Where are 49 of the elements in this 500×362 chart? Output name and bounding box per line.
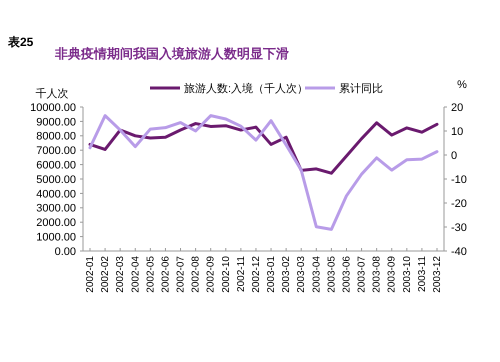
y-tick-label: 8000.00 <box>36 130 76 143</box>
y-tick-label: 1000.00 <box>36 231 76 244</box>
x-tick-label: 2003-05 <box>326 256 338 293</box>
y2-tick-label: -30 <box>451 222 467 234</box>
x-tick-label: 2003-09 <box>386 256 398 293</box>
y-tick-label: 6000.00 <box>36 159 76 172</box>
x-tick-label: 2003-01 <box>266 256 278 293</box>
legend-label: 累计同比 <box>339 82 383 95</box>
y2-tick-label: 20 <box>451 102 464 114</box>
x-tick-label: 2003-12 <box>432 256 443 293</box>
x-tick-label: 2002-11 <box>236 256 247 292</box>
y-tick-label: 9000.00 <box>36 116 76 128</box>
chart-subtitle: 非典疫情期间我国入境旅游人数明显下滑 <box>54 46 289 62</box>
x-tick-label: 2003-10 <box>402 256 413 293</box>
x-tick-label: 2002-07 <box>176 256 187 293</box>
x-tick-label: 2002-03 <box>115 256 126 293</box>
y-tick-label: 7000.00 <box>36 145 76 158</box>
y-tick-label: 2000.00 <box>36 217 76 230</box>
y2-axis-title: % <box>457 79 468 91</box>
x-tick-label: 2003-07 <box>356 256 368 293</box>
x-tick-label: 2003-03 <box>296 256 308 293</box>
x-tick-label: 2003-02 <box>281 256 292 293</box>
y-tick-label: 5000.00 <box>36 174 76 186</box>
y2-tick-label: -10 <box>451 174 467 186</box>
y2-tick-label: 10 <box>451 126 464 138</box>
x-tick-label: 2002-04 <box>130 256 142 293</box>
y-tick-label: 0.00 <box>54 246 76 258</box>
x-tick-label: 2002-12 <box>250 256 262 293</box>
y-axis-title: 千人次 <box>36 87 68 100</box>
chart-title: 表25 <box>7 35 34 49</box>
x-tick-label: 2003-08 <box>372 256 383 293</box>
x-tick-label: 2002-09 <box>206 256 217 293</box>
y-tick-label: 10000.00 <box>30 102 76 114</box>
y-tick-label: 4000.00 <box>36 188 76 200</box>
x-tick-label: 2003-11 <box>416 256 428 292</box>
x-tick-label: 2003-06 <box>341 256 352 293</box>
line-series <box>88 114 438 231</box>
x-tick-label: 2003-04 <box>311 256 322 293</box>
x-tick-label: 2002-08 <box>190 256 202 293</box>
y-tick-label: 3000.00 <box>36 202 76 215</box>
x-tick-label: 2002-06 <box>160 256 172 293</box>
x-tick-label: 2002-02 <box>100 256 112 293</box>
y2-tick-label: -20 <box>451 198 467 210</box>
x-tick-label: 2002-05 <box>145 256 156 293</box>
x-tick-label: 2002-01 <box>85 256 96 293</box>
x-tick-label: 2002-10 <box>220 256 232 293</box>
y2-tick-label: -40 <box>451 246 467 258</box>
y2-tick-label: 0 <box>451 150 458 162</box>
legend-label: 旅游人数:入境（千人次） <box>184 82 308 95</box>
